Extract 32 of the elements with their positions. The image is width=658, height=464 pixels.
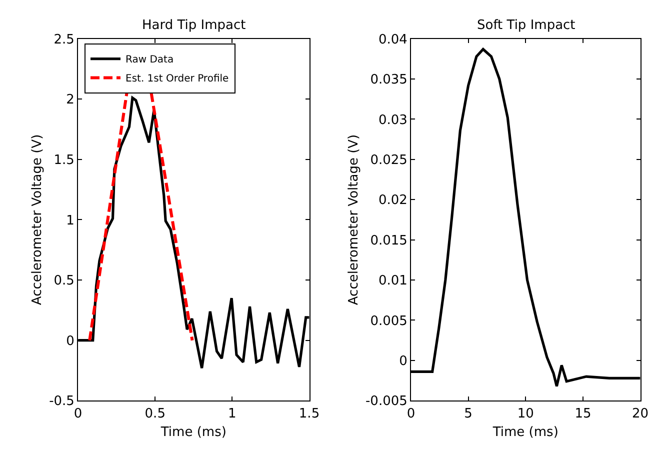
x-tick-label: 5 [464, 406, 472, 422]
y-axis-title: Accelerometer Voltage (V) [346, 134, 362, 306]
y-tick-label: 1.5 [54, 152, 74, 168]
y-tick-label: 0.005 [370, 314, 408, 329]
y-tick-label: 0.01 [378, 274, 408, 289]
y-tick-label: -0.5 [49, 394, 74, 410]
legend-label: Est. 1st Order Profile [126, 74, 229, 85]
chart-title: Soft Tip Impact [477, 18, 576, 33]
y-axis-title: Accelerometer Voltage (V) [30, 134, 46, 306]
x-tick-label: 1 [228, 406, 236, 422]
x-tick-label: 10 [517, 406, 534, 422]
y-tick-label: 0 [399, 354, 408, 370]
y-tick-label: 2.5 [54, 32, 74, 48]
y-tick-label: 0.015 [370, 233, 408, 248]
x-tick-label: 1.5 [298, 406, 320, 422]
y-tick-label: 0.025 [370, 152, 408, 168]
y-tick-label: 1 [66, 213, 74, 228]
x-tick-label: 20 [632, 406, 649, 422]
y-tick-label: 0.5 [54, 274, 74, 289]
y-tick-label: 0.04 [378, 32, 408, 48]
legend-label: Raw Data [126, 54, 174, 66]
y-tick-label: 0 [66, 334, 74, 349]
x-axis-title: Time (ms) [160, 424, 226, 440]
y-tick-label: 0.03 [378, 112, 408, 128]
y-tick-label: 0.02 [378, 193, 408, 208]
chart-title: Hard Tip Impact [142, 18, 246, 33]
y-tick-label: 2 [66, 92, 74, 108]
x-tick-label: 15 [574, 406, 592, 422]
x-axis-title: Time (ms) [492, 424, 558, 440]
y-tick-label: 0.035 [370, 72, 408, 88]
y-tick-label: -0.005 [365, 394, 408, 410]
x-tick-label: 0.5 [144, 406, 166, 422]
